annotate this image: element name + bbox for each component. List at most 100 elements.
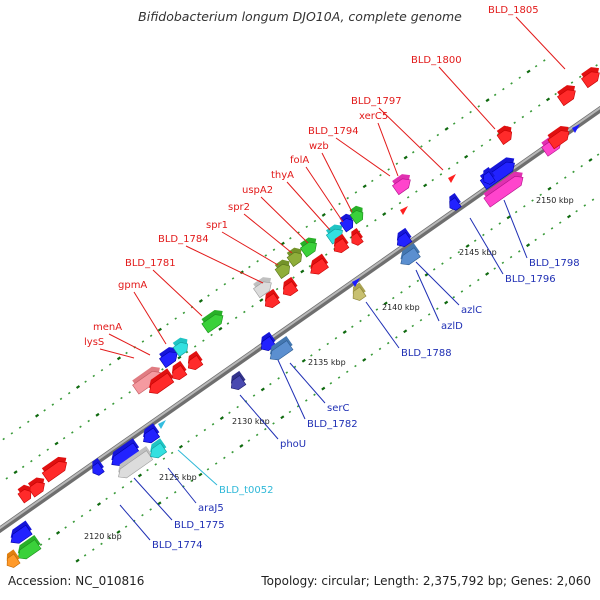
tick-row-inner-bottom [80, 514, 84, 518]
gene-bottom-17 [333, 233, 350, 254]
tick-row-inner-top [243, 310, 246, 314]
tick-row-inner-bottom [146, 468, 149, 472]
tick-row-inner-top [259, 298, 264, 303]
tick-row-inner-bottom [113, 491, 117, 495]
gene-label-bld_1800: BLD_1800 [411, 55, 462, 66]
tick-row-outer-top [166, 323, 169, 326]
tick-row-outer-top [330, 208, 333, 211]
tick-row-inner-top [390, 207, 394, 211]
tick-row-outer-top [75, 385, 81, 389]
tick-row-inner-top [21, 465, 25, 469]
tick-row-inner-top [226, 322, 230, 325]
tick-row-inner-top [521, 115, 525, 119]
gene-bottom-9 [171, 360, 188, 381]
label-leader-bottom [503, 199, 528, 259]
gene-bottom-6 [150, 438, 168, 459]
tick-row-outer-top [493, 93, 497, 97]
tick-row-outer-bottom [558, 221, 562, 224]
gene-label-bld_1774: BLD_1774 [152, 540, 203, 551]
strand-marker [400, 206, 408, 215]
tick-row-inner-top [5, 477, 9, 480]
tick-row-inner-bottom [170, 451, 174, 455]
gene-bottom-10 [187, 350, 204, 371]
tick-row-inner-bottom [318, 348, 321, 351]
tick-row-outer-top [223, 282, 227, 286]
label-leader-bottom [177, 449, 218, 486]
gene-bottom-1 [17, 534, 42, 560]
tick-row-inner-bottom [137, 473, 143, 478]
label-leader-bottom [365, 301, 400, 349]
tick-row-outer-top [248, 265, 251, 269]
tick-row-outer-top [231, 277, 235, 280]
tick-row-outer-top [34, 413, 40, 418]
tick-row-outer-top [461, 116, 464, 120]
tick-row-inner-top [570, 81, 574, 84]
gene-top-13 [349, 205, 364, 225]
tick-row-inner-bottom [219, 416, 224, 420]
tick-row-outer-bottom [231, 450, 234, 454]
tick-row-outer-bottom [345, 370, 349, 374]
tick-row-inner-bottom [514, 210, 518, 214]
tick-row-inner-bottom [482, 233, 485, 237]
tick-row-outer-bottom [386, 341, 390, 345]
label-leader-top [221, 231, 279, 266]
tick-row-inner-top [595, 64, 598, 67]
label-leader-top [99, 348, 135, 359]
gene-top-21 [547, 125, 570, 150]
tick-row-inner-top [488, 138, 492, 142]
tick-row-outer-bottom [575, 209, 578, 213]
tick-row-outer-top [534, 64, 538, 68]
tick-row-outer-top [313, 219, 317, 223]
tick-row-outer-top [543, 59, 546, 62]
tick-row-outer-bottom [411, 324, 415, 328]
tick-row-inner-bottom [547, 186, 552, 191]
tick-row-outer-bottom [108, 536, 111, 540]
tick-row-outer-bottom [116, 530, 121, 534]
tick-row-inner-top [161, 368, 164, 371]
tick-row-inner-bottom [72, 520, 76, 523]
tick-row-outer-top [239, 270, 244, 275]
tick-row-inner-top [308, 264, 312, 268]
tick-row-inner-top [71, 431, 74, 434]
tick-row-outer-top [526, 69, 531, 74]
tick-row-outer-bottom [305, 399, 308, 402]
label-leader-bottom [277, 359, 306, 420]
tick-row-inner-top [202, 339, 205, 342]
gene-label-wzb: wzb [309, 141, 329, 152]
label-leader-bottom [167, 467, 197, 504]
tick-row-inner-bottom [39, 543, 43, 546]
tick-row-inner-bottom [383, 301, 388, 306]
tick-row-inner-top [497, 132, 500, 136]
tick-row-outer-bottom [321, 386, 326, 391]
label-leader-top [185, 245, 264, 284]
tick-row-inner-top [87, 419, 90, 423]
tick-row-outer-top [51, 403, 55, 406]
tick-row-outer-bottom [526, 243, 531, 248]
label-leader-top [286, 181, 331, 231]
tick-row-inner-bottom [293, 365, 297, 369]
tick-row-inner-bottom [490, 228, 493, 231]
tick-row-inner-top [529, 110, 533, 113]
tick-row-outer-bottom [247, 439, 251, 442]
tick-row-outer-top [387, 168, 390, 171]
label-leader-top [378, 107, 444, 171]
tick-row-inner-bottom [359, 319, 362, 323]
tick-row-outer-top [452, 122, 456, 125]
tick-row-inner-bottom [449, 256, 452, 260]
tick-row-outer-top [100, 368, 104, 372]
tick-row-outer-top [338, 202, 341, 206]
scale-tick-label: 2140 kbp [382, 303, 420, 312]
tick-row-outer-bottom [206, 468, 210, 471]
tick-row-inner-bottom [121, 486, 125, 489]
label-leader-top [321, 152, 353, 213]
tick-row-outer-bottom [550, 227, 554, 230]
tick-row-outer-top [502, 87, 505, 91]
tick-row-inner-bottom [375, 308, 379, 311]
tick-row-inner-bottom [252, 394, 256, 397]
tick-row-outer-top [43, 409, 46, 412]
label-leader-bottom [119, 504, 151, 541]
tick-row-inner-top [112, 402, 115, 406]
tick-row-inner-bottom [457, 250, 461, 254]
tick-row-inner-top [193, 345, 197, 348]
tick-row-outer-top [67, 391, 71, 395]
